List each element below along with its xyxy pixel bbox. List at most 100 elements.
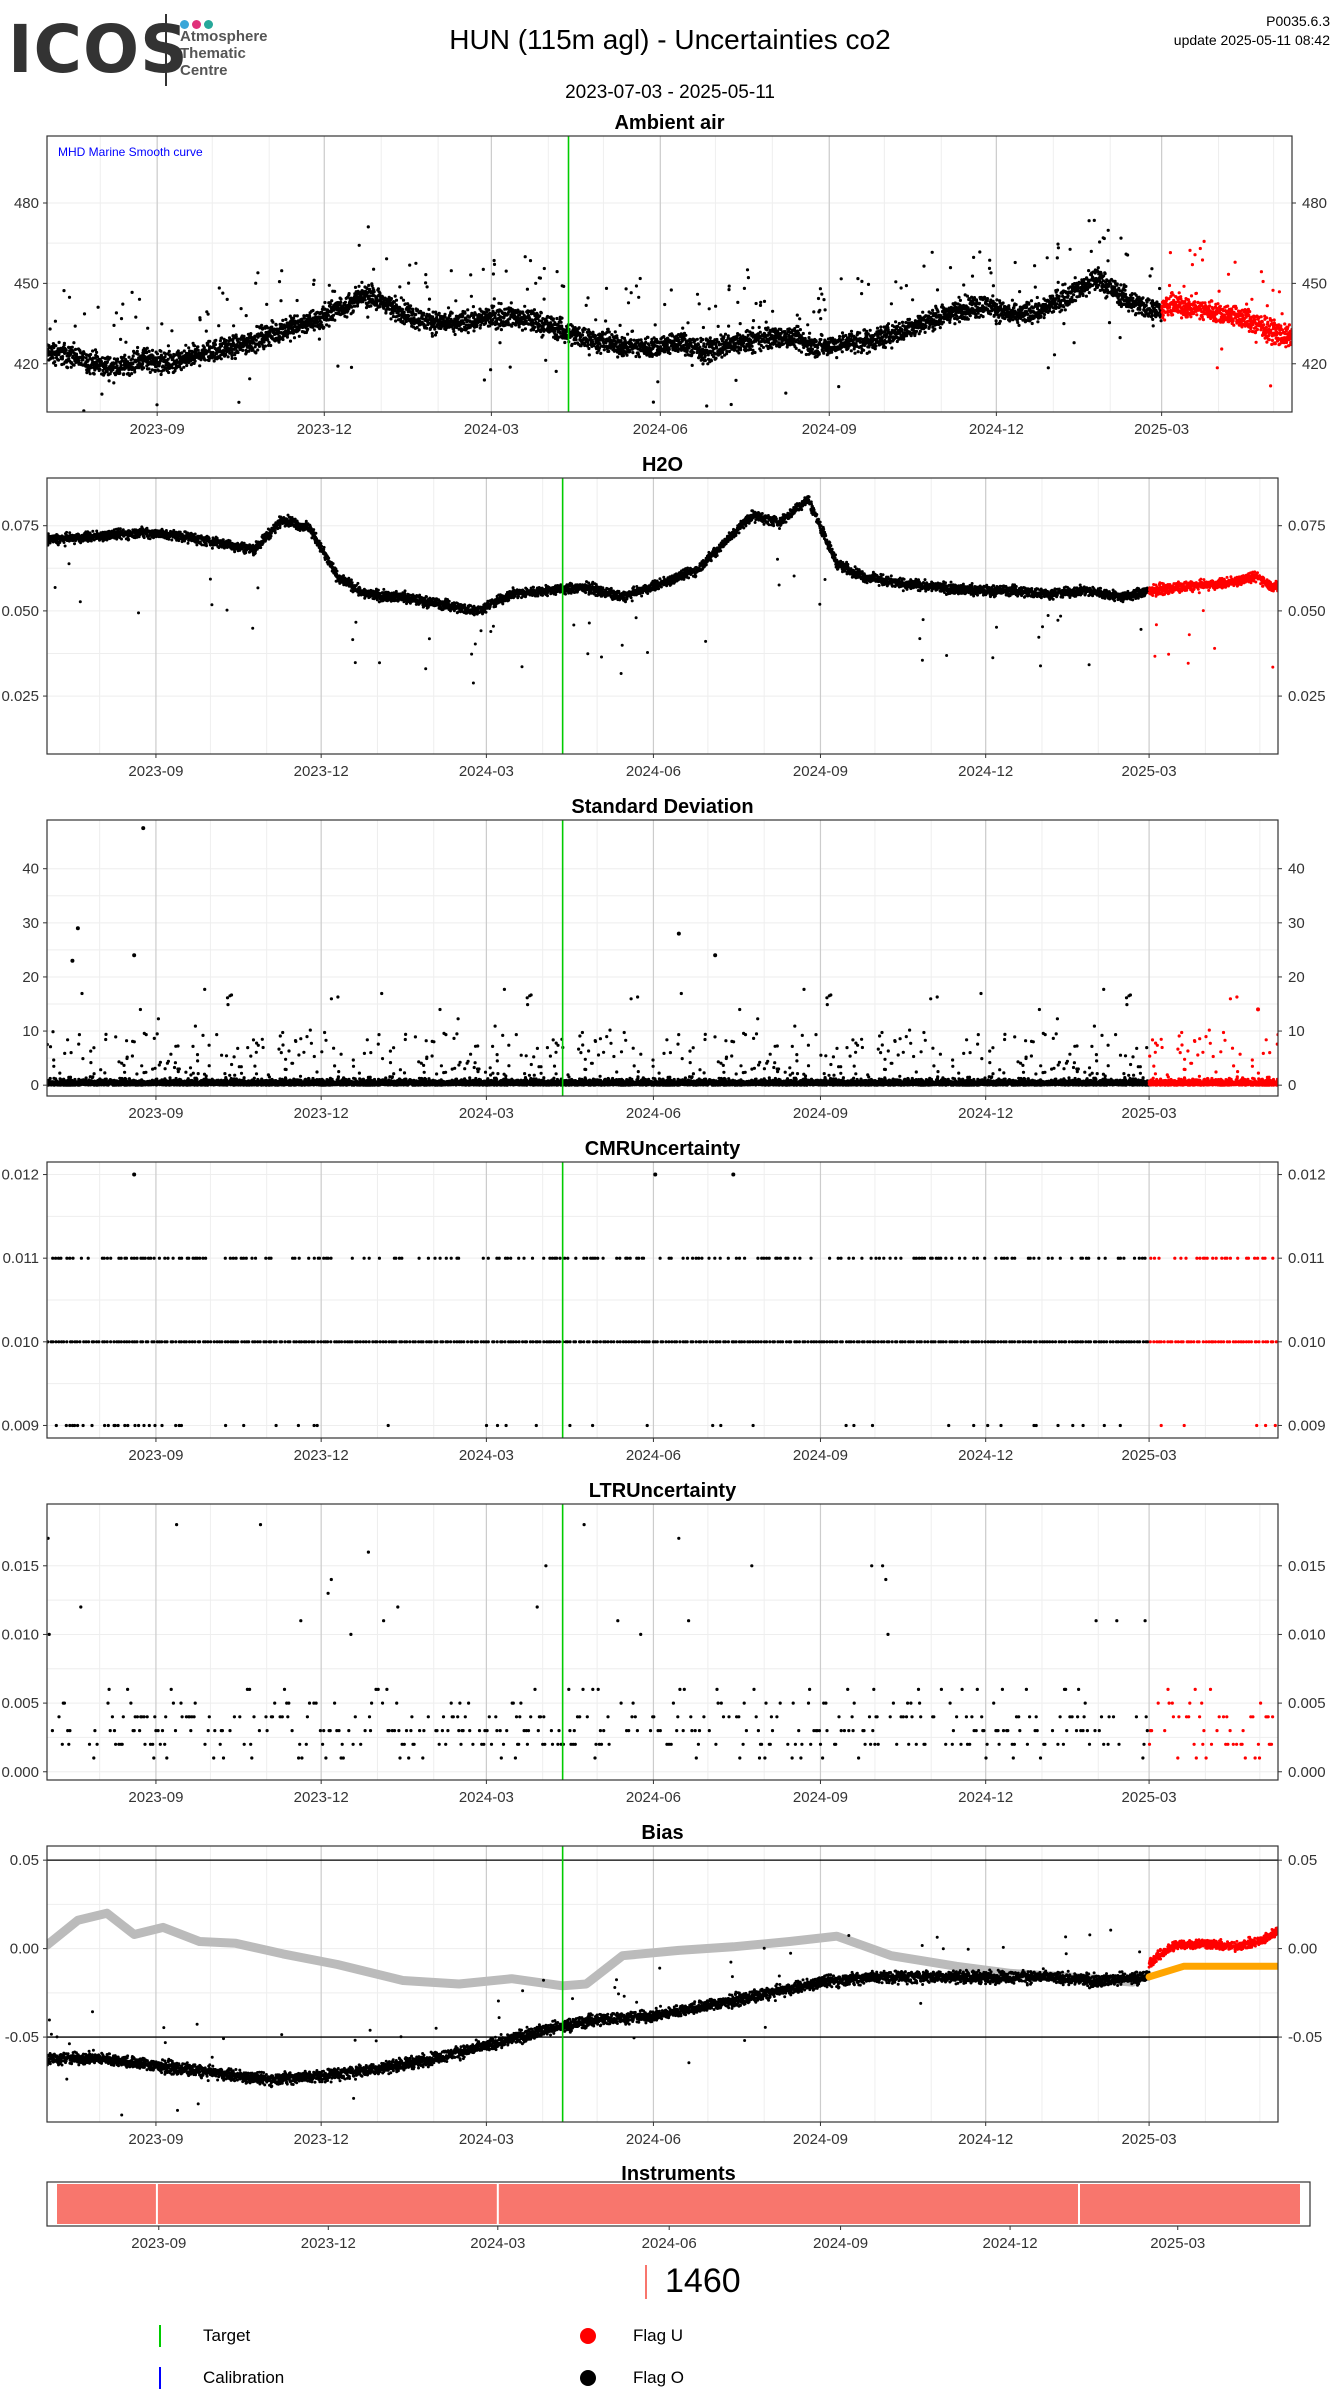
instruments-x-tick-label: 2024-09	[813, 2235, 868, 2252]
ambient-chart: Ambient air MHD Marine Smooth curve 420 420…	[14, 112, 1327, 438]
logo-subtitle-line: Thematic	[180, 45, 246, 62]
bias-flag-o-points	[47, 1928, 1151, 2117]
bias-y-tick-label-right: 0.05	[1288, 1852, 1317, 1869]
bias-x-tick-label: 2023-12	[294, 2131, 349, 2148]
instruments-chart: Instruments 2023-09 2023-12 2024-03 2024-06 2…	[46, 2163, 1311, 2252]
version-number: P0035.6.3	[1266, 13, 1330, 29]
flag-u-legend-icon	[580, 2328, 596, 2344]
instrument-bar	[57, 2184, 1300, 2224]
bias-x-tick-label: 2024-12	[958, 2131, 1013, 2148]
stdev-x-tick-label: 2024-03	[459, 1105, 514, 1122]
ltr-y-tick-label: 0.005	[1, 1695, 39, 1712]
cmr-chart: CMRUncertainty 0.009 0.009 0.010 0.010 0.011 0…	[1, 1138, 1325, 1464]
ltr-x-tick-label: 2023-12	[294, 1789, 349, 1806]
h2o-x-tick-label: 2024-06	[626, 763, 681, 780]
ltr-x-tick-label: 2024-06	[626, 1789, 681, 1806]
ambient-x-tick-label: 2023-12	[297, 421, 352, 438]
bias-panel-border	[46, 1845, 1279, 2123]
ltr-x-tick-label: 2023-09	[128, 1789, 183, 1806]
h2o-chart-title: H2O	[642, 454, 683, 476]
flag-u-legend-label: Flag U	[633, 2326, 684, 2345]
logo-dot-icon	[180, 20, 189, 29]
bias-y-tick-label-right: 0.00	[1288, 1941, 1317, 1958]
h2o-y-tick-label: 0.075	[1, 518, 39, 535]
ltr-flag-u-points	[1147, 1687, 1275, 1760]
stdev-outlier-point	[141, 826, 146, 831]
stdev-flag-u-points	[1147, 995, 1278, 1087]
h2o-plot-area	[47, 495, 1278, 685]
date-range: 2023-07-03 - 2025-05-11	[565, 82, 775, 103]
h2o-chart: H2O 0.025 0.025 0.050 0.050 0.075 0.075 2023-09…	[1, 454, 1325, 780]
flag-o-legend-icon	[580, 2370, 596, 2386]
cmr-y-tick-label-right: 0.009	[1288, 1417, 1326, 1434]
bias-x-tick-label: 2023-09	[128, 2131, 183, 2148]
instruments-panel-border	[46, 2181, 1311, 2227]
bias-y-tick-label-right: -0.05	[1288, 2029, 1322, 2046]
stdev-y-tick-label: 40	[22, 861, 39, 878]
h2o-y-tick-label-right: 0.075	[1288, 518, 1326, 535]
calibration-legend-icon	[159, 2367, 161, 2389]
cmr-y-tick-label-right: 0.012	[1288, 1167, 1326, 1184]
h2o-flag-o-points	[47, 495, 1151, 685]
bias-x-tick-label: 2025-03	[1122, 2131, 1177, 2148]
bias-y-tick-label: -0.05	[5, 2029, 39, 2046]
logo-subtitle: Atmosphere Thematic Centre	[180, 28, 268, 79]
stdev-outlier-point	[75, 926, 80, 931]
ambient-y-tick-label: 480	[14, 195, 39, 212]
h2o-flag-u-points	[1147, 570, 1278, 669]
h2o-panel-border	[46, 477, 1279, 755]
bias-flag-u-points	[1147, 1926, 1278, 1969]
bias-chart-title: Bias	[641, 1822, 683, 1844]
logo-dot-icon	[192, 20, 201, 29]
stdev-y-tick-label-right: 0	[1288, 1077, 1296, 1094]
ambient-x-tick-label: 2024-06	[633, 421, 688, 438]
target-legend-icon	[159, 2325, 161, 2347]
stdev-outlier-point	[1256, 1007, 1261, 1012]
stdev-y-tick-label-right: 20	[1288, 969, 1305, 986]
cmr-x-tick-label: 2024-06	[626, 1447, 681, 1464]
stdev-outlier-point	[132, 953, 137, 958]
stdev-y-tick-label-right: 40	[1288, 861, 1305, 878]
bias-x-tick-label: 2024-09	[793, 2131, 848, 2148]
ambient-y-tick-label-right: 450	[1302, 275, 1327, 292]
stdev-x-tick-label: 2023-09	[128, 1105, 183, 1122]
stdev-y-tick-label: 10	[22, 1023, 39, 1040]
cmr-y-tick-label-right: 0.011	[1288, 1250, 1324, 1267]
h2o-x-tick-label: 2024-12	[958, 763, 1013, 780]
cmr-panel-border	[46, 1161, 1279, 1439]
h2o-x-tick-label: 2024-09	[793, 763, 848, 780]
ltr-y-tick-label-right: 0.005	[1288, 1695, 1326, 1712]
h2o-y-tick-label: 0.050	[1, 603, 39, 620]
h2o-y-tick-label-right: 0.050	[1288, 603, 1326, 620]
ambient-chart-title: Ambient air	[614, 112, 724, 134]
cmr-y-tick-label: 0.012	[1, 1167, 39, 1184]
ltr-panel-border	[46, 1503, 1279, 1781]
stdev-x-tick-label: 2023-12	[294, 1105, 349, 1122]
cmr-x-tick-label: 2024-03	[459, 1447, 514, 1464]
calibration-legend-label: Calibration	[203, 2368, 285, 2387]
cmr-outlier-point	[731, 1172, 736, 1177]
ltr-y-tick-label: 0.010	[1, 1626, 39, 1643]
instruments-x-tick-label: 2023-12	[301, 2235, 356, 2252]
ltr-x-tick-label: 2024-03	[459, 1789, 514, 1806]
stdev-y-tick-label-right: 30	[1288, 915, 1305, 932]
ambient-y-tick-label-right: 480	[1302, 195, 1327, 212]
stdev-y-tick-label: 30	[22, 915, 39, 932]
cmr-y-tick-label: 0.011	[3, 1250, 39, 1267]
stdev-y-tick-label: 20	[22, 969, 39, 986]
stdev-outlier-point	[70, 958, 75, 963]
ltr-chart: LTRUncertainty 0.000 0.000 0.005 0.005 0.010 0…	[1, 1480, 1325, 1806]
ambient-x-tick-label: 2024-09	[802, 421, 857, 438]
ambient-y-tick-label: 420	[14, 356, 39, 373]
logo-dots-icon	[180, 16, 216, 29]
page-title: HUN (115m agl) - Uncertainties co2	[449, 24, 891, 55]
ambient-x-tick-label: 2024-12	[969, 421, 1024, 438]
ltr-x-tick-label: 2025-03	[1122, 1789, 1177, 1806]
ambient-annotation: MHD Marine Smooth curve	[58, 145, 203, 159]
ambient-flag-o-points	[47, 218, 1164, 412]
stdev-panel-border	[46, 819, 1279, 1097]
bias-reference-curve	[1145, 1962, 1278, 1981]
instruments-x-tick-label: 2025-03	[1150, 2235, 1205, 2252]
cmr-y-tick-label-right: 0.010	[1288, 1334, 1326, 1351]
